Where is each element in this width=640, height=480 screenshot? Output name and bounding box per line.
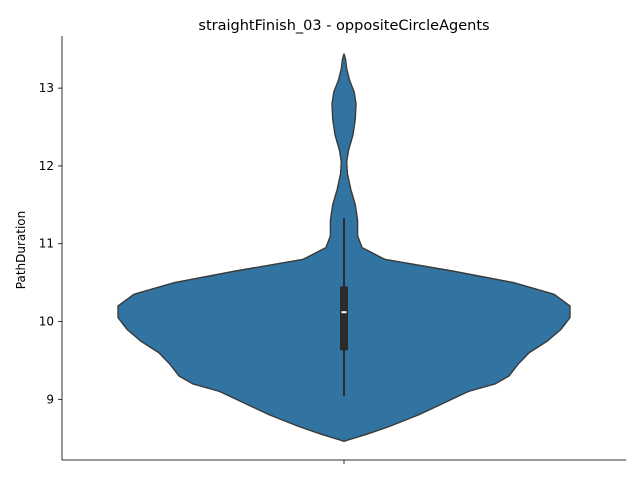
y-tick-label-9: 9 [46, 392, 54, 406]
iqr-box [340, 286, 348, 351]
y-axis-label: PathDuration [14, 211, 28, 289]
y-axis: 9 10 11 12 13 [39, 81, 62, 406]
y-tick-label-13: 13 [39, 81, 54, 95]
y-tick-label-11: 11 [39, 237, 54, 251]
chart-title: straightFinish_03 - oppositeCircleAgents [198, 18, 489, 34]
y-axis-line [61, 36, 63, 460]
plot-area [117, 53, 571, 442]
y-tick-label-10: 10 [39, 315, 54, 329]
x-axis-line [62, 459, 626, 461]
y-tick-label-12: 12 [39, 159, 54, 173]
